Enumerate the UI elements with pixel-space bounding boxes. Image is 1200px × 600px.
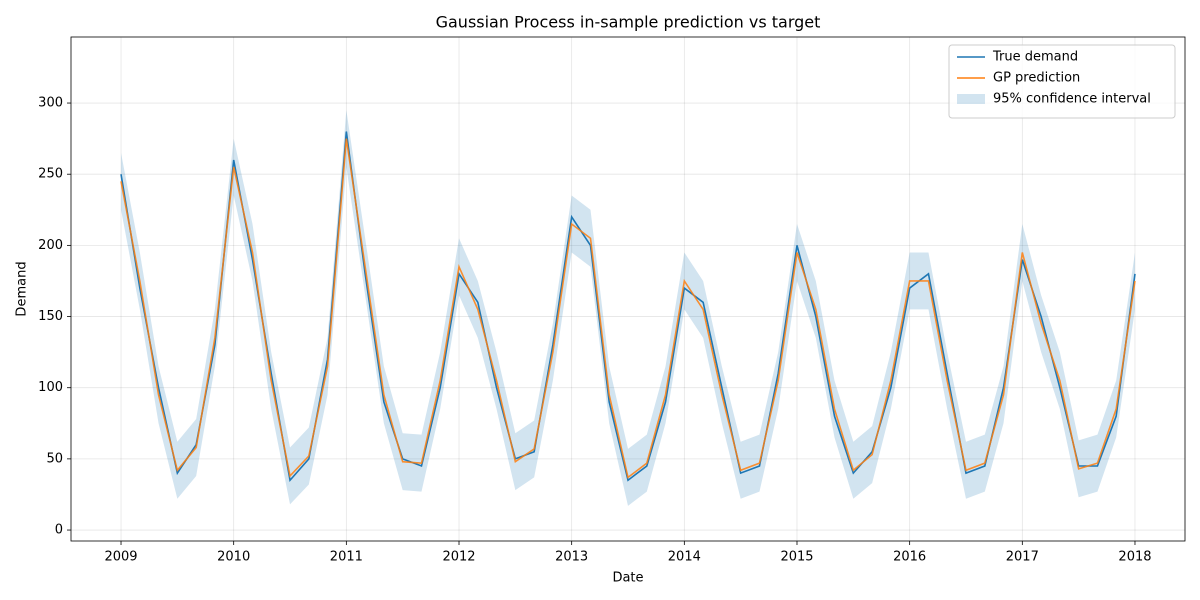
- legend-label: GP prediction: [993, 71, 1080, 86]
- y-tick-label: 300: [38, 96, 63, 111]
- legend-label: 95% confidence interval: [993, 92, 1151, 107]
- legend: True demand GP prediction 95% confidence i…: [948, 44, 1176, 119]
- confidence-band: [121, 110, 1135, 506]
- x-tick-label: 2010: [217, 550, 250, 565]
- x-tick-label: 2012: [442, 550, 475, 565]
- x-tick-label: 2016: [893, 550, 926, 565]
- y-tick-label: 150: [38, 309, 63, 324]
- x-tick-label: 2011: [330, 550, 363, 565]
- legend-swatch: [957, 94, 985, 104]
- x-tick-label: 2009: [104, 550, 137, 565]
- y-tick-label: 50: [46, 451, 63, 466]
- x-axis-label: Date: [612, 571, 643, 586]
- y-tick-label: 200: [38, 238, 63, 253]
- x-tick-label: 2014: [668, 550, 701, 565]
- y-tick-label: 100: [38, 380, 63, 395]
- x-tick-label: 2015: [780, 550, 813, 565]
- series-line: [120, 138, 1136, 479]
- x-tick-label: 2017: [1006, 550, 1039, 565]
- x-tick-label: 2013: [555, 550, 588, 565]
- x-tick-label: 2018: [1118, 550, 1151, 565]
- legend-label: True demand: [992, 50, 1078, 65]
- series-line: [120, 131, 1136, 483]
- legend-box: [948, 44, 1176, 119]
- y-tick-label: 250: [38, 167, 63, 182]
- chart-title: Gaussian Process in-sample prediction vs…: [436, 13, 821, 32]
- y-axis-label: Demand: [15, 261, 30, 316]
- plot-frame: [70, 36, 1186, 542]
- y-tick-label: 0: [55, 523, 63, 538]
